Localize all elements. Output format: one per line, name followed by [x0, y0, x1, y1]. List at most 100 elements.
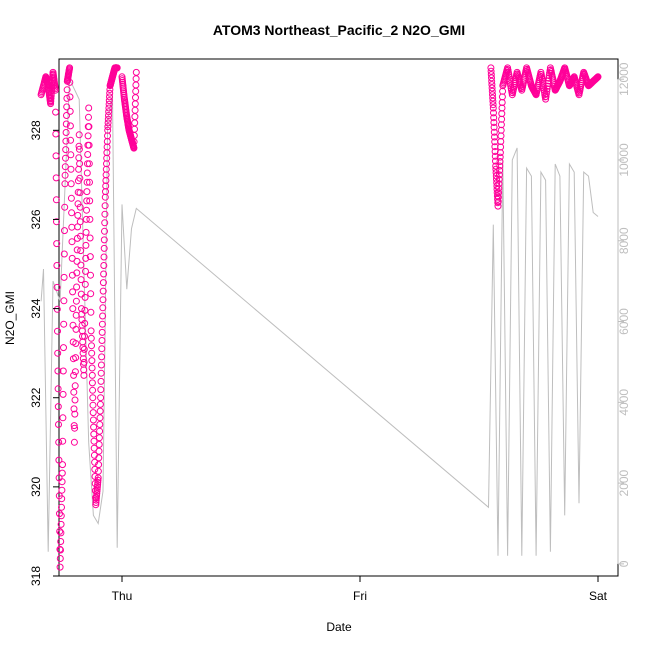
data-point	[92, 494, 100, 502]
y-tick-label-5: 328	[29, 120, 43, 140]
data-point	[81, 293, 89, 301]
data-point	[55, 421, 62, 428]
data-point	[61, 203, 69, 211]
data-point	[66, 122, 74, 130]
data-point	[90, 423, 98, 431]
data-point	[82, 228, 90, 236]
data-point	[82, 267, 89, 275]
data-point	[58, 495, 66, 503]
data-point	[56, 563, 64, 571]
data-point	[491, 152, 499, 160]
data-point	[67, 194, 75, 202]
y-tick-label-0: 318	[29, 566, 43, 586]
data-point	[66, 64, 74, 72]
data-point	[88, 364, 96, 372]
data-point	[88, 357, 96, 365]
data-point	[542, 90, 550, 98]
data-point	[67, 165, 75, 173]
data-point	[98, 320, 106, 328]
data-point	[72, 311, 80, 319]
data-point	[100, 270, 108, 278]
data-point	[47, 92, 55, 100]
data-point	[75, 131, 83, 139]
data-point	[76, 160, 84, 168]
data-point	[51, 86, 59, 94]
data-point	[92, 499, 100, 506]
data-point	[56, 527, 64, 535]
y2-tick-label-4: 8000	[617, 227, 631, 254]
data-point	[58, 478, 66, 486]
data-point	[87, 308, 95, 316]
data-point	[88, 342, 95, 350]
data-point	[81, 332, 88, 340]
data-point	[54, 385, 62, 393]
data-point	[60, 344, 67, 352]
data-point	[89, 416, 97, 424]
data-point	[77, 232, 84, 240]
data-point	[97, 386, 105, 394]
data-point	[492, 162, 500, 170]
data-point	[76, 189, 84, 197]
data-point	[61, 163, 69, 171]
data-point	[490, 114, 498, 122]
data-point	[97, 377, 105, 385]
data-point	[497, 132, 505, 140]
data-point	[62, 154, 69, 162]
y-axis-left: 318 320 322 324 326 328	[29, 120, 59, 586]
data-point	[95, 434, 103, 442]
data-point	[67, 136, 75, 144]
data-point	[85, 104, 93, 112]
data-point	[487, 64, 495, 72]
data-point	[132, 75, 140, 83]
data-point	[495, 184, 503, 192]
data-point	[131, 100, 139, 108]
y2-tick-label-5: 10000	[617, 143, 631, 177]
data-point	[496, 153, 504, 161]
data-point	[490, 123, 498, 131]
data-point	[98, 337, 106, 344]
data-point	[96, 407, 104, 415]
data-point	[104, 123, 112, 131]
data-point	[87, 327, 95, 335]
data-point	[57, 520, 65, 528]
data-point	[71, 368, 79, 376]
data-point	[56, 555, 64, 562]
data-point	[105, 100, 113, 108]
data-point	[76, 218, 84, 226]
data-point	[495, 189, 503, 197]
data-point	[72, 297, 80, 305]
data-point	[496, 166, 504, 174]
data-point	[54, 349, 62, 357]
x-axis: Thu Fri Sat	[112, 576, 608, 603]
data-point	[494, 198, 502, 206]
data-point	[93, 485, 101, 493]
data-point	[54, 403, 62, 411]
data-point	[91, 465, 99, 473]
data-point	[96, 421, 104, 428]
data-point	[72, 354, 80, 362]
x-tick-label-0: Thu	[112, 589, 133, 603]
data-point	[59, 461, 66, 469]
data-point	[132, 68, 140, 76]
data-point	[131, 113, 139, 121]
data-point	[56, 545, 64, 553]
data-point	[90, 430, 98, 438]
data-point	[52, 152, 60, 160]
data-point	[63, 112, 70, 119]
data-point	[52, 174, 60, 182]
data-point	[105, 112, 112, 119]
x-tick-label-1: Fri	[353, 589, 367, 603]
data-point	[53, 283, 61, 291]
data-point	[96, 427, 104, 435]
data-point	[89, 386, 97, 394]
data-point	[489, 94, 497, 102]
data-point	[54, 327, 61, 335]
data-point	[487, 71, 495, 79]
data-point	[60, 273, 68, 281]
data-point	[69, 305, 77, 313]
data-point	[100, 236, 108, 244]
data-point	[81, 306, 89, 314]
data-point	[62, 146, 70, 154]
data-point	[542, 95, 550, 103]
